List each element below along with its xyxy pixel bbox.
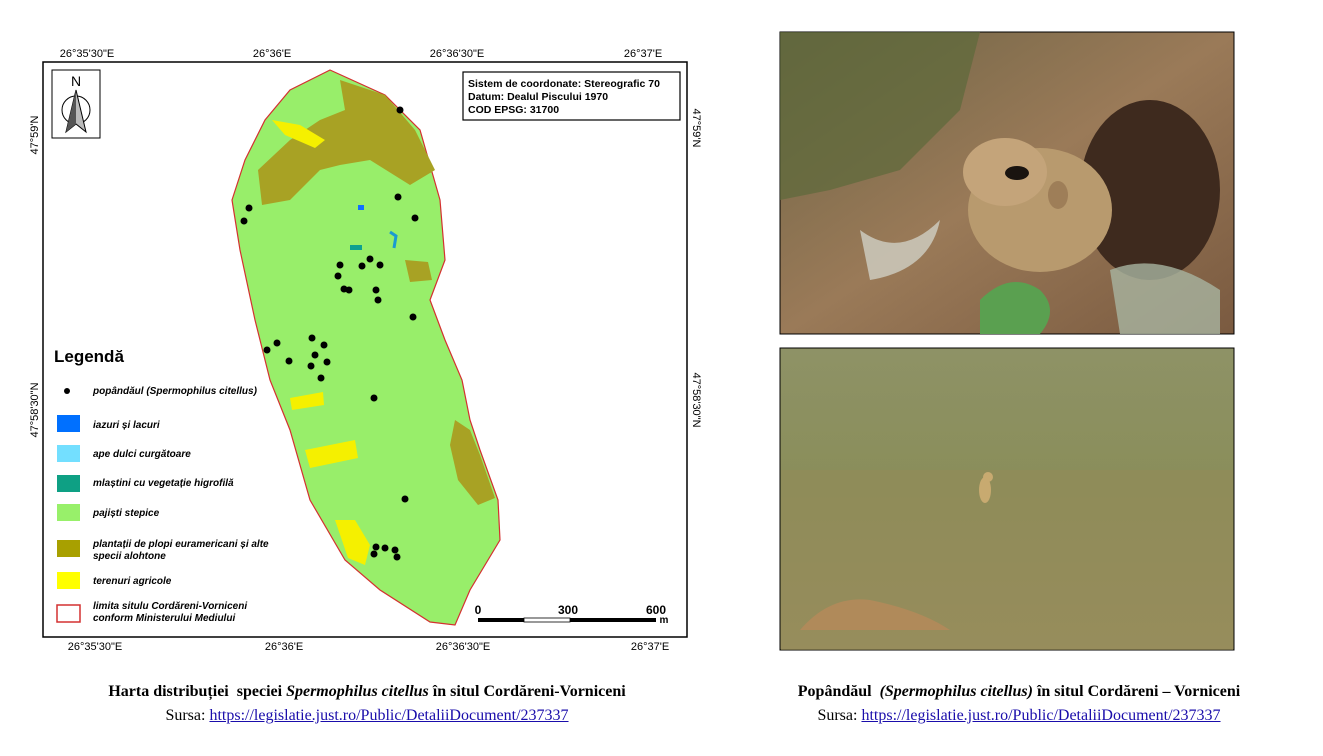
coord-label: 47°59'N: [690, 109, 702, 148]
info-line: Sistem de coordonate: Stereografic 70: [468, 78, 660, 90]
photo-field: [779, 347, 1235, 651]
info-line: Datum: Dealul Piscului 1970: [468, 91, 608, 103]
legend-label: popândăul (Spermophilus citellus): [92, 386, 258, 397]
coord-label: 47°58'30"N: [29, 382, 41, 437]
occurrence-dots: [240, 106, 419, 561]
legend: popândăul (Spermophilus citellus) iazuri…: [56, 386, 269, 624]
caption-species: Spermophilus citellus: [286, 683, 429, 700]
coord-label: 26°37'E: [631, 641, 669, 653]
coord-label: 26°35'30"E: [60, 48, 114, 60]
source-label: Sursa:: [165, 707, 210, 724]
coord-label: 26°37'E: [624, 48, 662, 60]
info-box: [462, 71, 681, 121]
scale-bar: 0 300 600 m: [475, 603, 669, 626]
coord-label: 47°58'30"N: [690, 372, 702, 427]
caption-text: în situl Cordăreni – Vorniceni: [1032, 683, 1241, 700]
coord-label: 26°36'E: [253, 48, 291, 60]
north-arrow: N: [51, 69, 101, 139]
site-area: [231, 69, 501, 626]
scale-label: m: [660, 615, 669, 626]
coordinate-labels: 26°35'30"E 26°36'E 26°36'30"E 26°37'E 26…: [29, 48, 702, 653]
legend-label: iazuri și lacuri: [93, 420, 160, 431]
legend-label: terenuri agricole: [93, 576, 172, 587]
legend-label: ape dulci curgătoare: [93, 449, 191, 460]
coord-label: 26°36'30"E: [430, 48, 484, 60]
caption-species: (Spermophilus citellus): [879, 683, 1033, 700]
caption-photo: Popândăul (Spermophilus citellus) în sit…: [719, 680, 1319, 728]
coord-label: 47°59'N: [29, 115, 41, 154]
legend-title: Legendă: [54, 347, 124, 366]
coord-label: 26°36'30"E: [436, 641, 490, 653]
photo-burrow: [779, 31, 1235, 335]
legend-label: specii alohtone: [93, 551, 166, 562]
scale-label: 300: [558, 603, 578, 617]
legend-label: mlaștini cu vegetație higrofilă: [93, 478, 234, 489]
source-link[interactable]: https://legislatie.just.ro/Public/Detali…: [861, 707, 1221, 724]
caption-text: Popândăul: [797, 683, 880, 700]
source-link[interactable]: https://legislatie.just.ro/Public/Detali…: [209, 707, 569, 724]
scale-label: 600: [646, 603, 666, 617]
legend-label: pajiști stepice: [92, 508, 160, 519]
caption-text: Harta distribuției speciei: [108, 683, 287, 700]
coord-label: 26°35'30"E: [68, 641, 122, 653]
caption-text: în situl Cordăreni-Vorniceni: [428, 683, 626, 700]
info-text: Sistem de coordonate: Stereografic 70 Da…: [468, 78, 660, 116]
source-label: Sursa:: [817, 707, 862, 724]
north-label: N: [71, 73, 81, 89]
caption-map: Harta distribuției speciei Spermophilus …: [67, 680, 667, 728]
figures: 26°35'30"E 26°36'E 26°36'30"E 26°37'E 26…: [29, 31, 1235, 653]
legend-label: conform Ministerului Mediului: [93, 613, 235, 624]
legend-label: plantații de plopi euramericani și alte: [92, 539, 269, 550]
info-line: COD EPSG: 31700: [468, 104, 559, 116]
legend-label: limita situlu Cordăreni-Vorniceni: [93, 601, 247, 612]
coord-label: 26°36'E: [265, 641, 303, 653]
scale-label: 0: [475, 603, 482, 617]
